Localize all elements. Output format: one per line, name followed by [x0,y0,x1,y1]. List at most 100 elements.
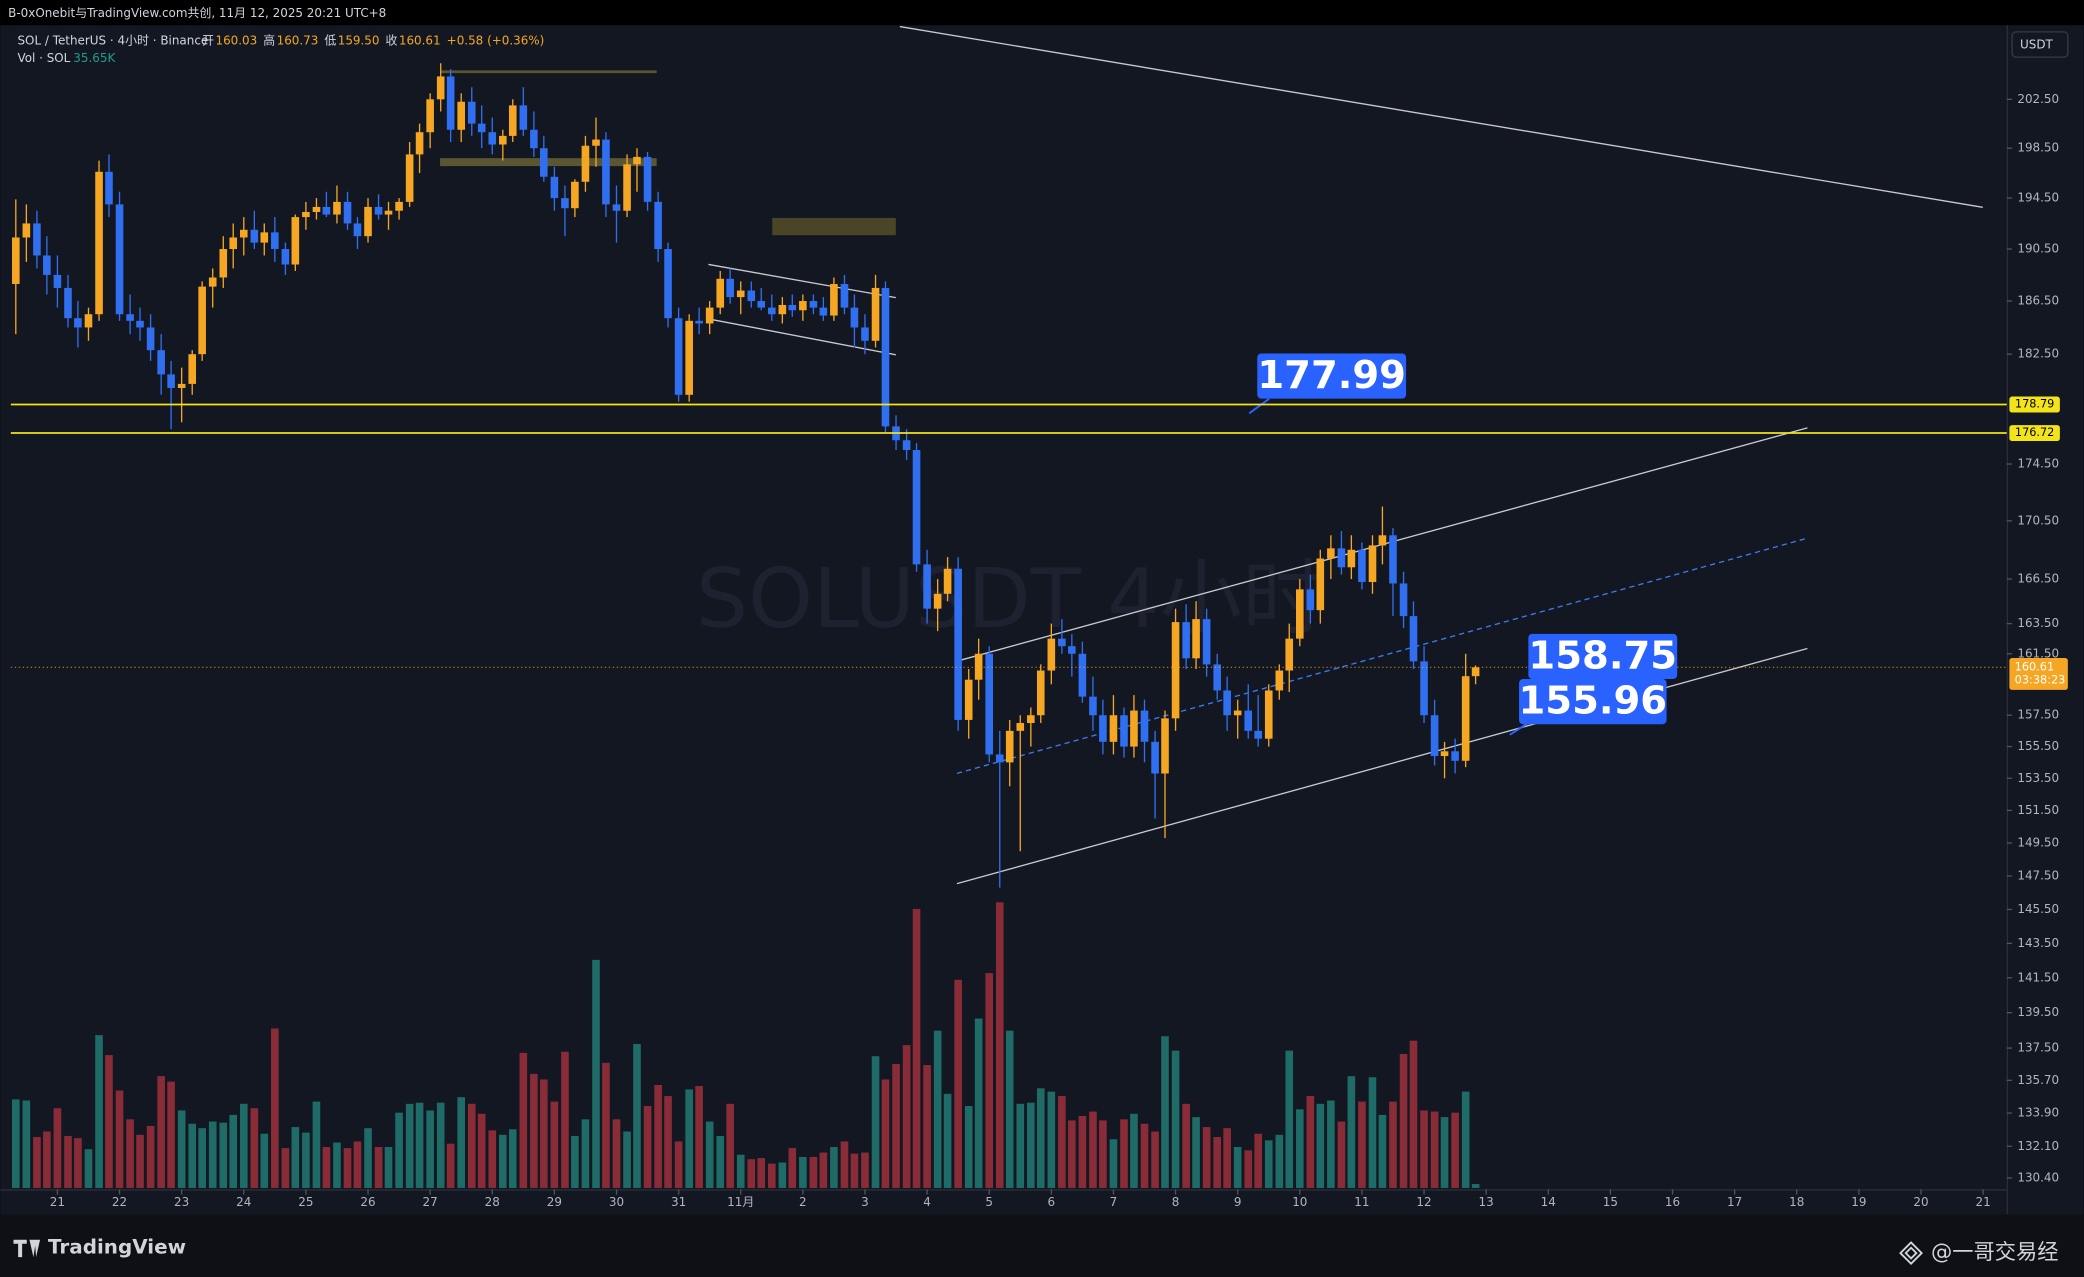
candle-body [736,290,745,298]
volume-bar [1120,1119,1128,1188]
volume-bar [871,1056,880,1188]
candle-body [291,217,300,265]
volume-bar [602,1062,610,1188]
volume-bar [1078,1115,1087,1188]
volume-bar [985,973,994,1188]
x-tick-label: 29 [547,1195,562,1209]
volume-bar [1285,1050,1294,1188]
candle-body [664,249,672,319]
volume-bar [1068,1120,1076,1188]
volume-bar [705,1121,714,1188]
volume-bar [850,1153,859,1188]
bottom-bar [0,1214,2084,1277]
volume-bar [198,1128,206,1188]
x-tick-label: 13 [1479,1195,1494,1209]
volume-bar [1471,1184,1480,1188]
candle-body [353,223,362,237]
volume-bar [1151,1131,1159,1188]
volume-bar [995,902,1004,1188]
candle-body [188,354,197,384]
candle-body [612,204,621,211]
volume-bar [1140,1123,1149,1188]
candle-body [767,307,776,315]
candle-body [654,201,662,250]
volume-bar [571,1135,579,1188]
volume-bar [1378,1114,1387,1188]
volume-bar [674,1141,683,1188]
volume-bar [519,1052,528,1188]
volume-bar [1254,1133,1262,1188]
candle-body [912,450,921,565]
top-bar [0,0,2084,26]
callout-box [1519,679,1667,725]
volume-bar [892,1063,900,1188]
volume-bar [809,1156,818,1188]
candle-body [592,139,600,146]
ohlc-value: 160.73 [277,34,319,48]
flag-top [708,263,896,299]
x-tick-label: 23 [174,1195,189,1209]
volume-bar [1337,1121,1346,1188]
y-tick-label: 147.50 [2017,869,2059,883]
callout-pointer [1509,722,1529,736]
volume-bar [840,1141,849,1188]
volume-bar [302,1132,310,1188]
ohlc-key: 低 [324,34,336,48]
volume-bar [477,1113,486,1188]
snapshot-title: B-0xOnebit与TradingView.com共创, 11月 12, 20… [8,6,386,20]
volume-bar [1223,1128,1231,1188]
volume-bar [964,1106,973,1188]
volume-bar [395,1112,403,1188]
volume-bar [291,1127,300,1188]
volume-bar [322,1146,331,1188]
candle-body [1089,696,1097,716]
candle-body [302,211,310,218]
volume-bar [1327,1100,1335,1188]
candle-body [1254,730,1262,739]
candle-body [415,132,424,155]
callout-label: 155.96 [1518,678,1667,723]
candle-body [395,201,403,211]
candle-body [819,307,828,316]
candle-body [974,653,983,680]
volume-bar [105,1055,113,1188]
y-tick-label: 137.50 [2017,1041,2059,1055]
volume-bar [1461,1091,1470,1188]
y-tick-label: 155.50 [2017,739,2059,753]
candle-body [115,204,124,315]
x-tick-label: 25 [298,1195,313,1209]
candle-body [1461,676,1470,761]
candle-body [1368,545,1377,582]
volume-bar [1058,1096,1066,1188]
candle-body [747,290,756,302]
x-tick-label: 24 [236,1195,251,1209]
candle-body [1005,730,1014,763]
ohlc-value: 160.61 [399,34,441,48]
volume-bar [1358,1101,1366,1188]
y-tick-label: 202.50 [2017,92,2059,106]
candle-body [405,154,414,202]
x-tick-label: 4 [923,1195,931,1209]
candle-body [136,320,144,328]
volume-bar [208,1121,217,1188]
x-tick-label: 12 [1416,1195,1431,1209]
candle-body [1130,710,1138,747]
volume-bar [188,1123,197,1188]
last-price-box [2009,658,2068,690]
candle-body [446,76,455,130]
candle-body [1296,589,1304,639]
candle-body [312,206,321,212]
volume-legend: Vol · SOL [17,51,70,65]
x-tick-label: 11月 [727,1195,754,1209]
volume-bar [530,1073,538,1188]
y-tick-label: 135.70 [2017,1073,2059,1087]
volume-bar [778,1162,787,1188]
volume-bar [788,1148,797,1188]
candle-body [1275,670,1284,691]
candle-body [850,307,859,328]
candle-body [1047,638,1056,671]
volume-bar [229,1114,238,1188]
volume-value: 35.65K [73,51,116,65]
x-tick-label: 15 [1603,1195,1618,1209]
